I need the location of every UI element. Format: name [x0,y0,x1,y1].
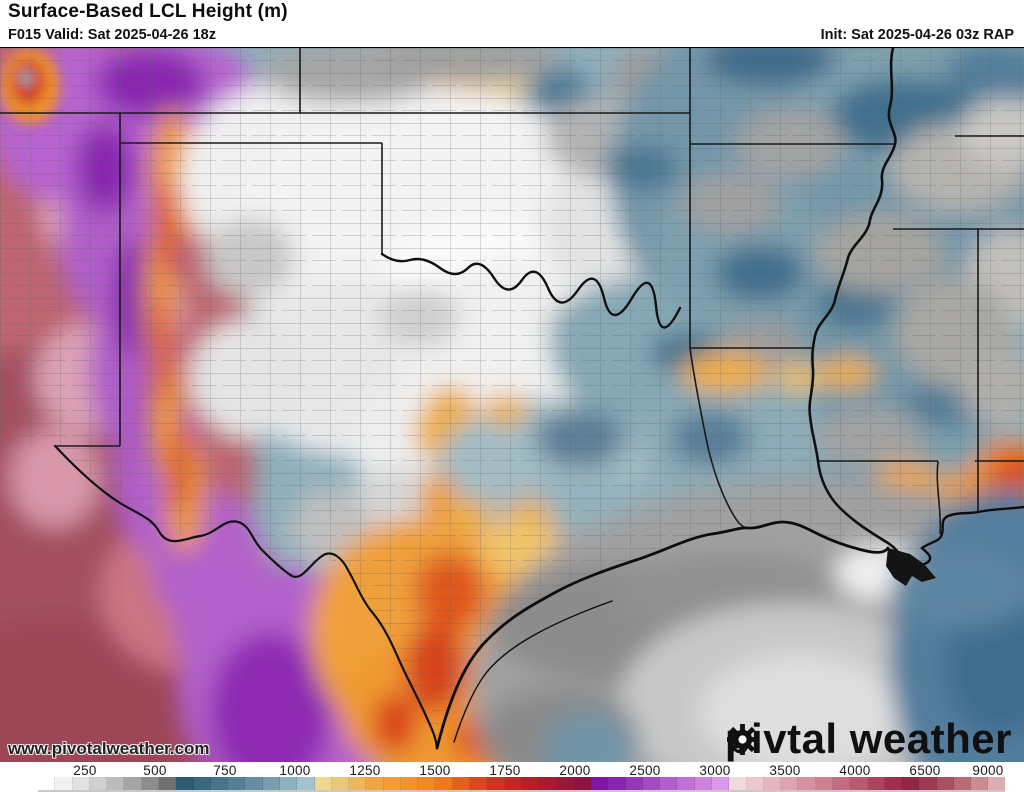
colorbar-swatch [798,777,816,790]
colorbar-swatch [573,777,591,790]
colorbar-swatch [763,777,782,790]
colorbar-tick: 9000 [972,763,1004,778]
colorbar-swatch [297,777,315,790]
colorbar-swatch [124,777,142,790]
colorbar-tick: 500 [143,763,167,778]
colorbar-swatch [228,777,246,790]
colorbar-swatch [781,777,799,790]
colorbar-swatch [884,777,903,790]
colorbar-swatch [625,777,643,790]
state-borders [0,48,1024,535]
colorbar: 250 500 750 1000 1250 1500 1750 2000 2500 3000 350… [0,762,1024,792]
colorbar-swatch [832,777,851,790]
rivers [53,48,905,750]
colorbar-tick: 4000 [839,763,871,778]
colorbar-swatch [245,777,263,790]
colorbar-swatch [314,777,332,790]
colorbar-swatch [349,777,367,790]
colorbar-swatch [262,777,280,790]
colorbar-ticks: 250 500 750 1000 1250 1500 1750 2000 2500 3000 350… [0,762,1024,778]
colorbar-swatch [660,777,678,790]
colorbar-swatch [591,777,609,790]
colorbar-tick: 750 [213,763,237,778]
colorbar-tick: 1750 [489,763,521,778]
mississippi-delta [886,548,936,586]
colorbar-swatch [470,777,488,790]
colorbar-swatch [815,777,833,790]
colorbar-tick: 3000 [699,763,731,778]
logo-text-tal-weather: tal weather [787,715,1012,762]
colorbar-swatch [55,777,73,790]
watermark-url: www.pivotalweather.com [8,739,210,758]
page-title: Surface-Based LCL Height (m) [8,1,288,22]
colorbar-swatch [331,777,350,790]
colorbar-swatch [919,777,937,790]
valid-time-label: F015 Valid: Sat 2025-04-26 18z [8,27,216,43]
colorbar-swatch [89,777,108,790]
colorbar-tick: 2500 [629,763,661,778]
colorbar-swatch [988,777,1005,790]
colorbar-swatch [677,777,695,790]
colorbar-tick: 6500 [909,763,941,778]
lcl-field-map [0,48,1024,762]
colorbar-swatch [971,777,989,790]
colorbar-swatch [521,777,540,790]
colorbar-swatch [936,777,954,790]
gear-icon [726,724,758,755]
colorbar-swatch [72,777,90,790]
colorbar-swatch [279,777,298,790]
colorbar-swatch [487,777,505,790]
colorbar-swatch [176,777,194,790]
colorbar-swatch [539,777,557,790]
colorbar-swatch [850,777,868,790]
colorbar-swatch [435,777,453,790]
colorbar-swatches [38,777,1005,792]
colorbar-tick: 1000 [279,763,311,778]
colorbar-swatch [504,777,522,790]
colorbar-swatch [608,777,626,790]
pivotal-weather-logo: piv tal weather [725,718,1012,760]
weather-map: www.pivotalweather.com piv [0,47,1024,762]
colorbar-tick: 1500 [419,763,451,778]
colorbar-swatch [418,777,436,790]
colorbar-swatch [694,777,712,790]
colorbar-swatch [642,777,661,790]
colorbar-swatch [141,777,159,790]
colorbar-swatch [729,777,747,790]
colorbar-swatch [400,777,419,790]
colorbar-swatch [383,777,401,790]
colorbar-swatch [210,777,229,790]
colorbar-swatch [867,777,885,790]
colorbar-swatch [746,777,764,790]
colorbar-swatch [107,777,125,790]
colorbar-swatch [711,777,730,790]
colorbar-swatch [953,777,972,790]
colorbar-swatch [193,777,211,790]
header: Surface-Based LCL Height (m) F015 Valid:… [0,0,1024,47]
colorbar-tick: 3500 [769,763,801,778]
colorbar-swatch [158,777,177,790]
colorbar-tick: 250 [73,763,97,778]
coastline [435,505,1024,750]
colorbar-tick: 1250 [349,763,381,778]
colorbar-swatch [902,777,920,790]
init-time-label: Init: Sat 2025-04-26 03z RAP [820,27,1014,43]
colorbar-swatch [556,777,574,790]
colorbar-tick: 2000 [559,763,591,778]
colorbar-swatch [366,777,384,790]
colorbar-swatch [452,777,471,790]
colorbar-swatch [38,777,56,790]
